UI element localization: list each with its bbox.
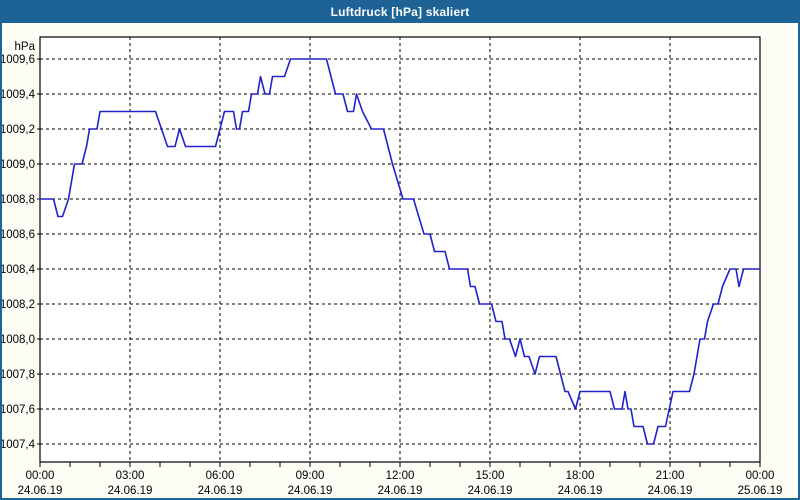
y-axis-label: 1009,4 — [2, 89, 36, 101]
x-axis-time-label: 15:00 — [476, 470, 505, 482]
x-axis-time-label: 03:00 — [116, 470, 145, 482]
x-axis-date-label: 24.06.19 — [108, 485, 153, 497]
x-axis-date-label: 24.06.19 — [648, 485, 693, 497]
x-axis-time-label: 12:00 — [386, 470, 415, 482]
window-title: Luftdruck [hPa] skaliert — [330, 5, 470, 19]
x-axis-date-label: 24.06.19 — [468, 485, 513, 497]
x-axis-time-label: 09:00 — [296, 470, 325, 482]
x-axis-date-label: 24.06.19 — [198, 485, 243, 497]
x-axis-time-label: 21:00 — [656, 470, 685, 482]
pressure-line — [39, 58, 761, 445]
x-axis-date-label: 24.06.19 — [288, 485, 333, 497]
y-axis-label: 1008,0 — [2, 334, 35, 346]
x-axis-date-label: 24.06.19 — [18, 485, 63, 497]
pressure-chart-svg: 1009,6 1009,4 1009,2 1009,0 1008,8 1008,6 1008… — [2, 36, 783, 497]
y-axis-label: 1009,2 — [2, 124, 35, 136]
y-axis-label: 1009,6 — [2, 54, 35, 66]
y-axis-label: 1007,8 — [2, 369, 35, 381]
x-axis-date-label: 25.06.19 — [738, 485, 783, 497]
y-axis-label: 1009,0 — [2, 159, 35, 171]
y-axis-label: 1007,4 — [2, 439, 36, 451]
y-axis-label: 1008,2 — [2, 299, 35, 311]
x-axis-time-label: 18:00 — [566, 470, 595, 482]
pressure-chart: 1009,6 1009,4 1009,2 1009,0 1008,8 1008,6 1008… — [2, 23, 798, 498]
y-axis-label: 1008,8 — [2, 194, 35, 206]
window-title-bar: Luftdruck [hPa] skaliert — [2, 2, 798, 23]
y-axis-unit-label: hPa — [15, 41, 36, 53]
x-axis-date-label: 24.06.19 — [558, 485, 603, 497]
y-axis-label: 1008,6 — [2, 229, 35, 241]
y-axis-label: 1007,6 — [2, 404, 35, 416]
x-axis-time-label: 00:00 — [746, 470, 775, 482]
x-axis-date-label: 24.06.19 — [378, 485, 423, 497]
y-axis-label: 1008,4 — [2, 264, 36, 276]
x-axis-time-label: 00:00 — [26, 470, 55, 482]
x-axis-time-label: 06:00 — [206, 470, 235, 482]
